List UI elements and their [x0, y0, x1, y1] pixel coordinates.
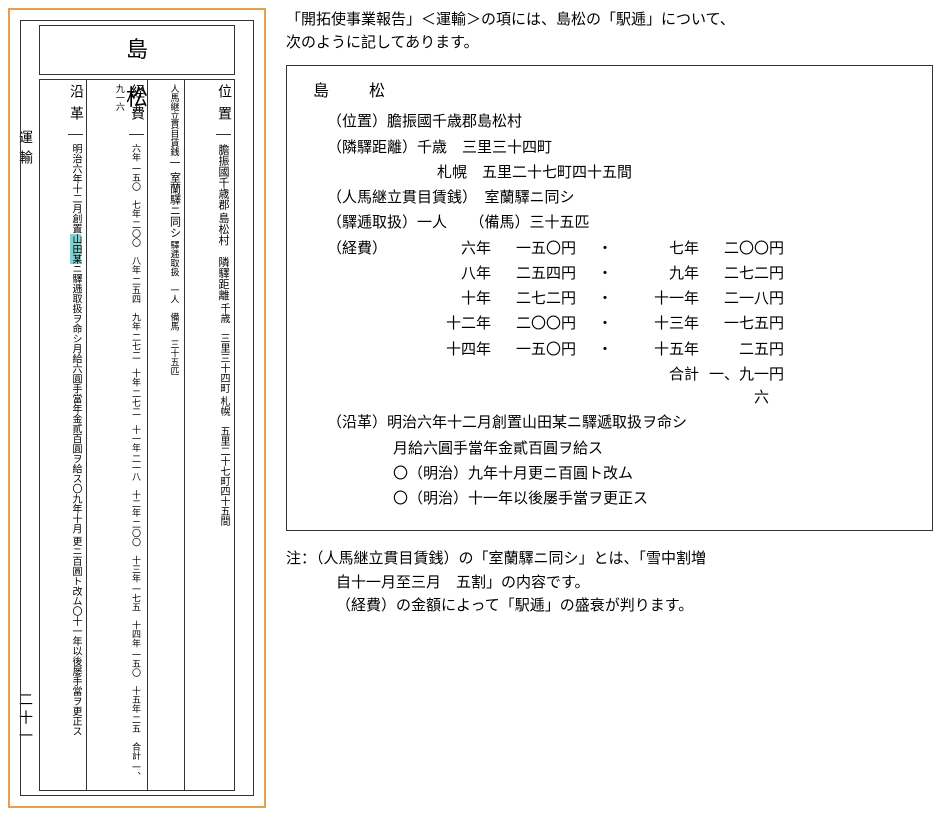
- source-col-position-body3: 千歳 三里三十四町: [218, 303, 229, 393]
- keihi-unit: 円: [769, 237, 797, 260]
- transcript-keihi: （経費）六年一五〇円・七年二〇〇円八年二五四円・九年二七二円十年二七二円・十一年…: [327, 237, 914, 410]
- intro-line-1: 「開拓使事業報告」＜運輸＞の項には、島松の「駅逓」について、: [286, 8, 933, 31]
- keihi-unit: 円: [769, 287, 797, 310]
- intro-text: 「開拓使事業報告」＜運輸＞の項には、島松の「駅逓」について、 次のように記してあ…: [286, 8, 933, 55]
- keihi-year-right: 九年: [621, 262, 699, 285]
- transcript-ekitei: （驛逓取扱）一人 （備馬）三十五匹: [327, 211, 914, 234]
- keihi-value-left: 二七二: [491, 287, 561, 310]
- note-line-2: 自十一月至三月 五割」の内容です。: [336, 571, 933, 594]
- transcript-enkaku-l2: 月給六圓手當年金貳百圓ヲ給ス: [393, 437, 914, 460]
- source-col-enkaku: 沿革 明治六年十二月創置山田某ニ驛逓取扱ヲ命シ月給六圓手當年金貳百圓ヲ給ス〇九年…: [40, 80, 87, 790]
- keihi-value-right: 二七二: [699, 262, 769, 285]
- source-col-enkaku-highlight: 山田某: [70, 234, 81, 264]
- source-col-jinba-ekitei: 驛逓取扱 一人 備馬 三十五匹: [170, 241, 180, 376]
- keihi-unit: 円: [561, 262, 589, 285]
- keihi-label: [327, 338, 413, 361]
- intro-line-2: 次のように記してあります。: [286, 31, 933, 54]
- keihi-label: [327, 262, 413, 285]
- source-inner-frame: 島 松 位置 膽振國千歳郡 島松村 隣驛距離 千歳 三里三十四町 札幌 五里二十…: [20, 20, 254, 796]
- source-col-jinba: 人馬継立貫目賃銭 室蘭驛ニ同シ 驛逓取扱 一人 備馬 三十五匹: [148, 80, 185, 790]
- keihi-year-left: 十二年: [413, 312, 491, 335]
- keihi-unit: 円: [769, 363, 797, 410]
- note-line-3: （経費）の金額によって「駅逓」の盛衰が判ります。: [336, 594, 933, 617]
- keihi-unit: 円: [769, 262, 797, 285]
- keihi-year-right: 七年: [621, 237, 699, 260]
- notes: 注：（人馬継立貫目賃銭）の「室蘭驛ニ同シ」とは、「雪中割増 自十一月至三月 五割…: [286, 547, 933, 617]
- keihi-separator: ・: [589, 338, 621, 361]
- keihi-row: 十四年一五〇円・十五年二五円: [327, 338, 914, 361]
- keihi-row: 十二年二〇〇円・十三年一七五円: [327, 312, 914, 335]
- keihi-separator: ・: [589, 287, 621, 310]
- keihi-year-left: 十四年: [413, 338, 491, 361]
- source-col-enkaku-l1b: ニ驛逓取扱ヲ命シ月給六圓手當年金貳百圓ヲ給ス〇九年十月: [70, 264, 81, 534]
- source-columns: 位置 膽振國千歳郡 島松村 隣驛距離 千歳 三里三十四町 札幌 五里二十七町四十…: [39, 79, 235, 791]
- transcript-position: （位置）膽振國千歳郡島松村: [327, 110, 914, 133]
- keihi-unit: 円: [561, 237, 589, 260]
- keihi-separator: ・: [589, 237, 621, 260]
- source-col-enkaku-l1a: 明治六年十二月創置: [70, 144, 81, 234]
- keihi-year-left: 八年: [413, 262, 491, 285]
- transcript-enkaku-l1: （沿革）明治六年十二月創置山田某ニ驛遞取扱ヲ命シ: [327, 411, 914, 434]
- source-image-panel: 運輸 二十一 島 松 位置 膽振國千歳郡 島松村 隣驛距離 千歳 三里三十四町 …: [8, 8, 266, 808]
- keihi-row: 十年二七二円・十一年二一八円: [327, 287, 914, 310]
- keihi-total-row: 合計一、九一六円: [327, 363, 914, 410]
- right-column: 「開拓使事業報告」＜運輸＞の項には、島松の「駅逓」について、 次のように記してあ…: [286, 8, 933, 810]
- transcript-jinba: （人馬継立貫目賃銭） 室蘭驛ニ同シ: [327, 186, 914, 209]
- source-col-position-header: 位置: [216, 84, 231, 135]
- keihi-value-right: 二一八: [699, 287, 769, 310]
- source-col-keihi-nums: 六年 一五〇 七年 二〇〇 八年 二五四 九年 二七二 十年 二七二 十一年 二…: [115, 84, 141, 781]
- keihi-row: 八年二五四円・九年二七二円: [327, 262, 914, 285]
- keihi-label: [327, 312, 413, 335]
- keihi-unit: 円: [769, 338, 797, 361]
- source-col-keihi: 経費 六年 一五〇 七年 二〇〇 八年 二五四 九年 二七二 十年 二七二 十一…: [87, 80, 148, 790]
- keihi-separator: ・: [589, 312, 621, 335]
- note-line-1: 注：（人馬継立貫目賃銭）の「室蘭驛ニ同シ」とは、「雪中割増: [286, 547, 933, 570]
- source-col-position: 位置 膽振國千歳郡 島松村 隣驛距離 千歳 三里三十四町 札幌 五里二十七町四十…: [185, 80, 235, 790]
- keihi-value-left: 二五四: [491, 262, 561, 285]
- keihi-label: （経費）: [327, 237, 413, 260]
- keihi-total-label: 合計: [621, 363, 699, 410]
- keihi-total-value: 一、九一六: [699, 363, 769, 410]
- keihi-value-left: 一五〇: [491, 237, 561, 260]
- source-col-enkaku-l2: 更ニ百圓ト改ム〇十一年以後屡手當ヲ更正ス: [70, 536, 81, 736]
- keihi-year-right: 十三年: [621, 312, 699, 335]
- transcript-enkaku-l3: 〇（明治）九年十月更ニ百圓ト改ム: [393, 462, 914, 485]
- source-col-jinba-header: 人馬継立貫目賃銭: [170, 84, 180, 163]
- source-col-jinba-body: 室蘭驛ニ同シ: [169, 172, 181, 238]
- keihi-year-left: 六年: [413, 237, 491, 260]
- keihi-value-left: 二〇〇: [491, 312, 561, 335]
- transcript-box: 島 松 （位置）膽振國千歳郡島松村 （隣驛距離）千歳 三里三十四町 札幌 五里二…: [286, 65, 933, 532]
- transcript-enkaku-l4: 〇（明治）十一年以後屡手當ヲ更正ス: [393, 487, 914, 510]
- keihi-label: [327, 287, 413, 310]
- keihi-year-right: 十五年: [621, 338, 699, 361]
- transcript-rinki: （隣驛距離）千歳 三里三十四町: [327, 136, 914, 159]
- keihi-value-right: 二〇〇: [699, 237, 769, 260]
- keihi-year-right: 十一年: [621, 287, 699, 310]
- source-col-keihi-header: 経費: [129, 84, 144, 135]
- keihi-separator: ・: [589, 262, 621, 285]
- keihi-value-right: 二五: [699, 338, 769, 361]
- keihi-row: （経費）六年一五〇円・七年二〇〇円: [327, 237, 914, 260]
- keihi-value-right: 一七五: [699, 312, 769, 335]
- keihi-unit: 円: [561, 338, 589, 361]
- keihi-unit: 円: [769, 312, 797, 335]
- keihi-value-left: 一五〇: [491, 338, 561, 361]
- source-col-position-body1: 膽振國千歳郡: [217, 144, 229, 210]
- keihi-unit: 円: [561, 287, 589, 310]
- source-header: 島 松: [39, 25, 235, 75]
- source-col-enkaku-header: 沿革: [68, 84, 83, 135]
- transcript-title: 島 松: [313, 80, 914, 105]
- source-col-position-body4: 札幌 五里二十七町四十五間: [218, 396, 229, 526]
- keihi-year-left: 十年: [413, 287, 491, 310]
- keihi-unit: 円: [561, 312, 589, 335]
- source-col-position-body2: 島松村 隣驛距離: [217, 213, 229, 301]
- source-col-enkaku-l1: 明治六年十二月創置山田某ニ驛逓取扱ヲ命シ月給六圓手當年金貳百圓ヲ給ス〇九年十月: [70, 144, 81, 537]
- transcript-rinki-sub: 札幌 五里二十七町四十五間: [437, 161, 914, 184]
